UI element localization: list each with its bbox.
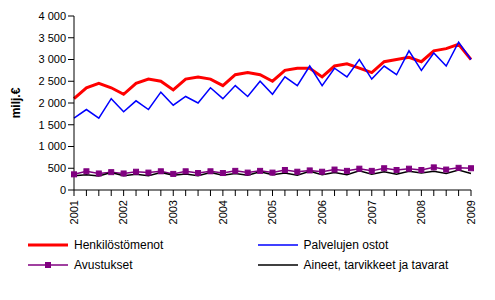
svg-text:1 500: 1 500 [38, 119, 66, 131]
svg-text:3 000: 3 000 [38, 53, 66, 65]
svg-text:2 500: 2 500 [38, 75, 66, 87]
html-text:Aineet, tarvikkeet ja tavarat: Aineet, tarvikkeet ja tavarat [303, 258, 449, 272]
svg-text:2008: 2008 [415, 200, 427, 224]
svg-text:2003: 2003 [167, 200, 179, 224]
svg-text:2 000: 2 000 [38, 97, 66, 109]
svg-text:2006: 2006 [316, 200, 328, 224]
svg-text:2001: 2001 [68, 200, 80, 224]
svg-text:2004: 2004 [217, 200, 229, 224]
svg-text:500: 500 [48, 162, 66, 174]
html-text:Palvelujen ostot: Palvelujen ostot [303, 238, 389, 252]
svg-text:0: 0 [60, 184, 66, 196]
svg-text:2005: 2005 [266, 200, 278, 224]
svg-text:3 500: 3 500 [38, 32, 66, 44]
svg-text:milj.€: milj.€ [9, 87, 23, 118]
svg-text:2009: 2009 [465, 200, 477, 224]
svg-text:2007: 2007 [366, 200, 378, 224]
svg-text:1 000: 1 000 [38, 140, 66, 152]
svg-text:4 000: 4 000 [38, 10, 66, 22]
html-text:Henkilöstömenot: Henkilöstömenot [74, 238, 164, 252]
svg-text:2002: 2002 [117, 200, 129, 224]
html-text:Avustukset: Avustukset [74, 258, 133, 272]
